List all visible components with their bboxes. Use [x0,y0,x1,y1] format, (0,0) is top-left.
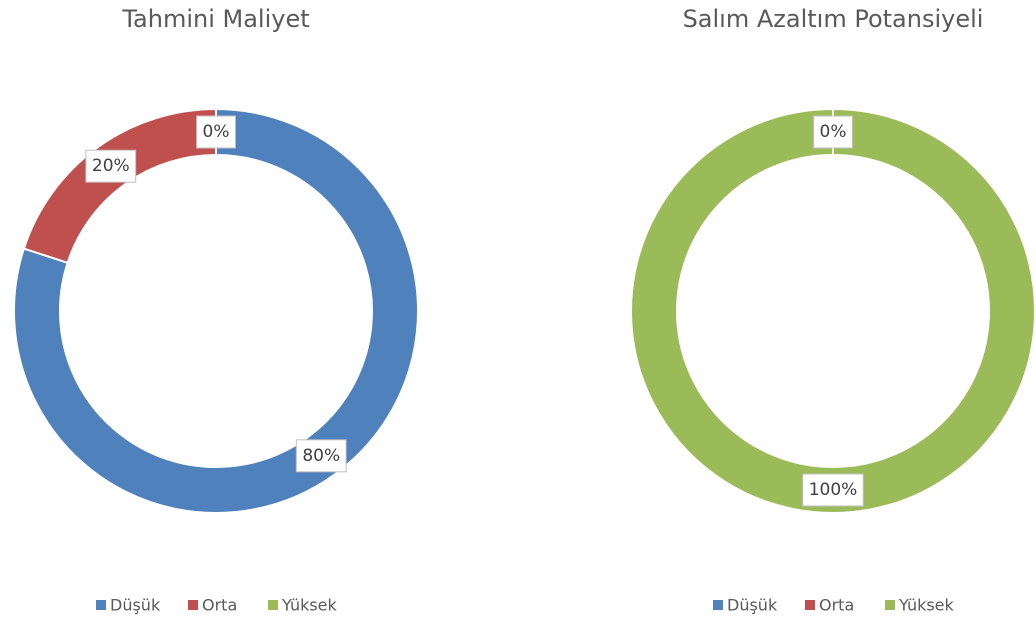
data-label-box [802,473,864,507]
legend-label: Orta [819,596,854,615]
legend-swatch [805,600,815,610]
legend-swatch [268,600,278,610]
data-label-box [196,115,236,149]
legend-swatch [188,600,198,610]
data-label: 80% [302,446,340,466]
legend-label: Yüksek [898,596,955,615]
donut-slice [22,107,217,265]
data-label: 0% [203,122,230,142]
chart-title: Tahmini Maliyet [121,5,309,33]
legend-swatch [713,600,723,610]
chart-title: Salım Azaltım Potansiyeli [683,5,984,33]
legend-label: Düşük [110,596,161,615]
legend-swatch [885,600,895,610]
data-label-box [295,439,347,473]
donut-slice [629,107,1036,514]
legend-label: Yüksek [281,596,338,615]
data-label: 100% [809,480,858,500]
legend-label: Orta [202,596,237,615]
legend-swatch [96,600,106,610]
data-label: 20% [92,156,130,176]
data-label: 0% [820,122,847,142]
data-label-box [813,115,853,149]
donut-slice [13,107,419,514]
data-label-box [85,149,137,183]
legend-label: Düşük [727,596,778,615]
